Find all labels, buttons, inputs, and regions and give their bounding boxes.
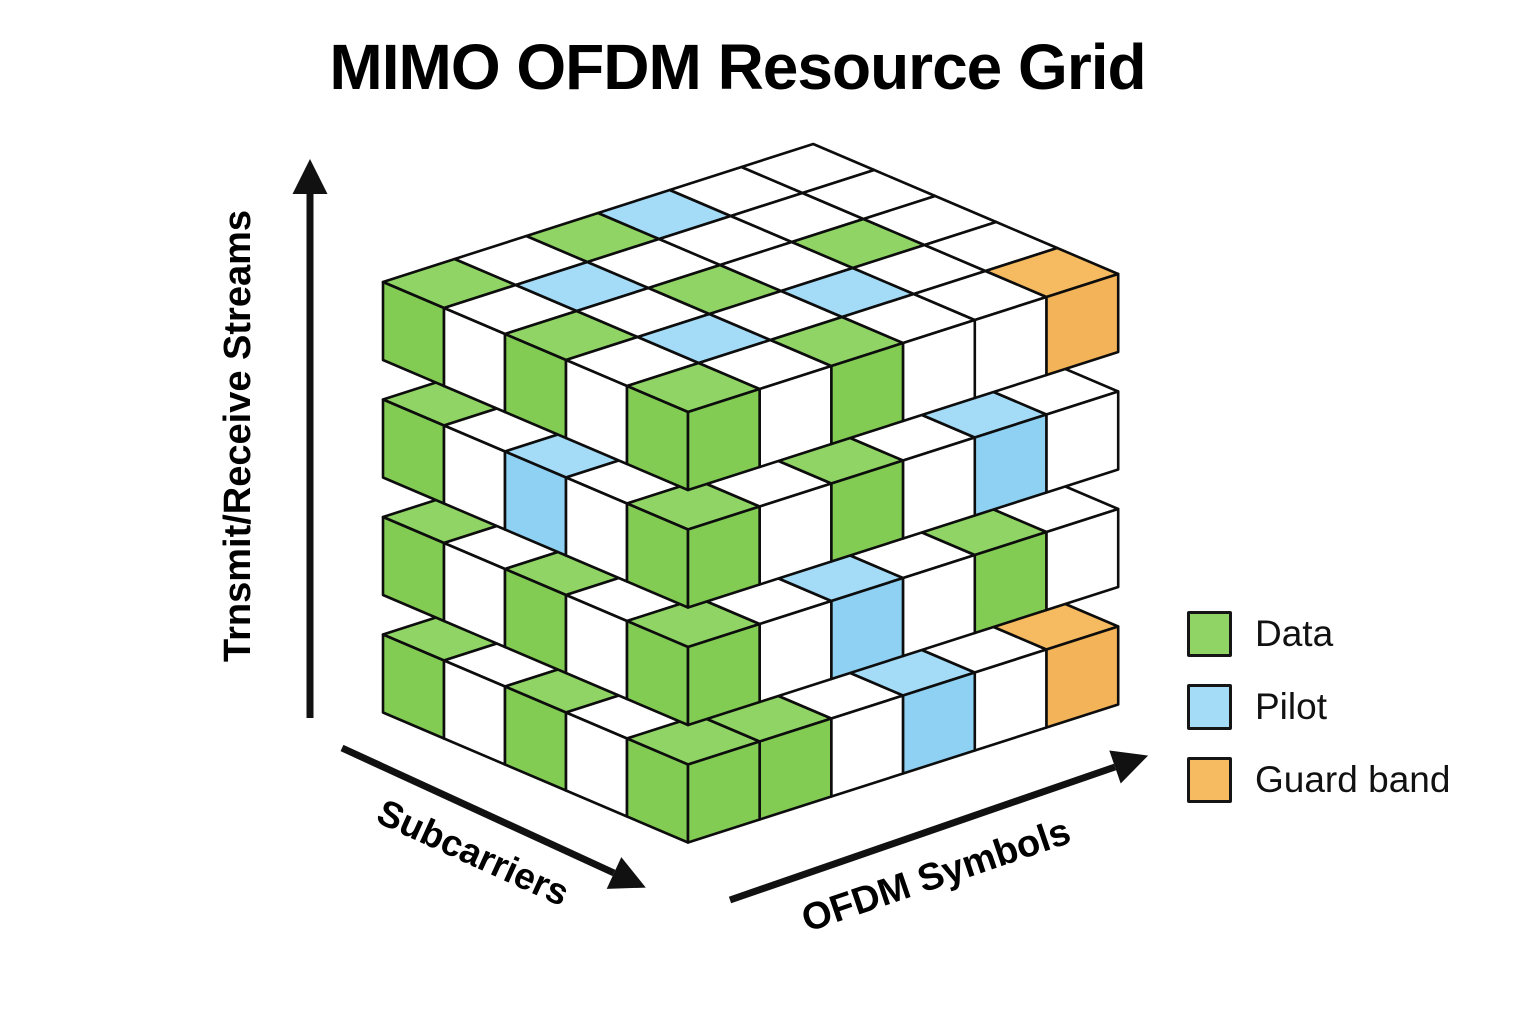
guard-band-swatch-icon: [1187, 757, 1232, 803]
grid-cell-right-face: [1045, 625, 1120, 729]
pilot-swatch-icon: [1187, 684, 1232, 730]
legend-item-pilot: Pilot: [1187, 684, 1450, 730]
legend-label-pilot: Pilot: [1255, 686, 1327, 727]
grid-cell-right-face: [1045, 390, 1120, 494]
cube-stack: [381, 142, 1120, 844]
grid-cell-right-face: [1045, 507, 1120, 612]
legend: Data Pilot Guard band: [1187, 611, 1450, 803]
legend-item-guard-band: Guard band: [1187, 757, 1450, 803]
legend-label-data: Data: [1255, 613, 1334, 654]
legend-label-guard-band: Guard band: [1255, 759, 1451, 800]
legend-item-data: Data: [1187, 611, 1450, 657]
subcarriers-axis-arrow: [340, 744, 646, 889]
figure-title: MIMO OFDM Resource Grid: [329, 31, 1146, 103]
streams-axis-label: Trnsmit/Receive Streams: [217, 210, 259, 662]
grid-cell-right-face: [1045, 272, 1120, 377]
symbols-axis-arrow: [728, 750, 1149, 904]
data-swatch-icon: [1187, 611, 1232, 657]
